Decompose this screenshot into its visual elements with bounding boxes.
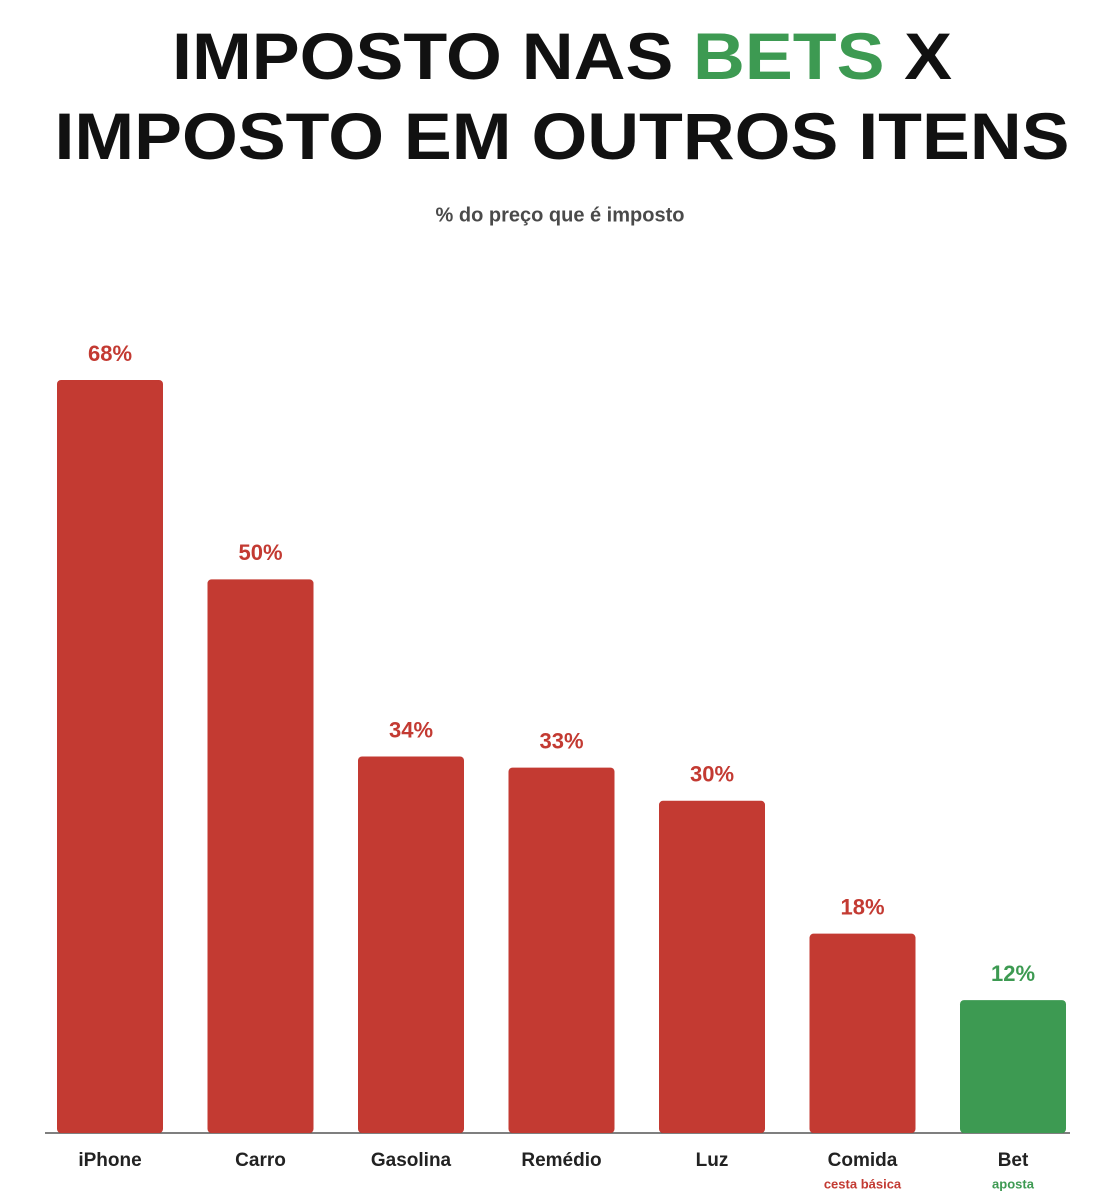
value-label: 33% — [539, 728, 583, 753]
bar — [960, 1000, 1066, 1133]
chart-title: IMPOSTO NAS BETS X — [172, 19, 952, 93]
bar — [207, 579, 314, 1133]
x-tick-label: iPhone — [78, 1150, 141, 1171]
x-tick-label: Luz — [696, 1150, 729, 1171]
value-label: 18% — [840, 894, 884, 919]
chart-subtitle: % do preço que é imposto — [436, 204, 685, 226]
bar — [358, 756, 464, 1133]
x-tick-label: Bet — [998, 1150, 1029, 1171]
x-tick-label: Gasolina — [371, 1150, 452, 1171]
x-sublabel: aposta — [992, 1176, 1035, 1191]
x-tick-label: Comida — [828, 1150, 898, 1171]
value-label: 30% — [690, 762, 734, 787]
value-label: 12% — [991, 961, 1035, 986]
bar — [659, 800, 765, 1133]
bar — [57, 380, 163, 1133]
bar — [809, 933, 916, 1133]
title-segment: X — [904, 19, 952, 93]
title-segment: BETS — [693, 19, 885, 93]
title-segment: IMPOSTO EM OUTROS ITENS — [55, 99, 1070, 173]
chart-title: IMPOSTO EM OUTROS ITENS — [55, 99, 1070, 173]
x-sublabel: cesta básica — [824, 1176, 902, 1191]
value-label: 68% — [88, 341, 132, 366]
title-segment: IMPOSTO NAS — [172, 19, 673, 93]
value-label: 34% — [389, 717, 433, 742]
value-label: 50% — [238, 540, 282, 565]
x-tick-label: Carro — [235, 1150, 286, 1171]
x-tick-label: Remédio — [521, 1150, 601, 1171]
bar — [508, 767, 615, 1133]
